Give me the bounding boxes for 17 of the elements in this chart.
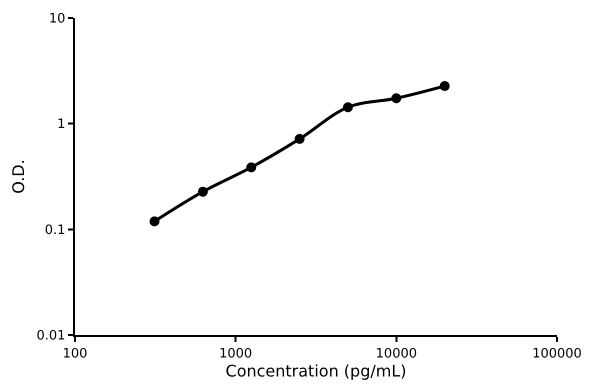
point <box>246 162 256 172</box>
point <box>294 134 305 144</box>
point <box>150 216 160 226</box>
x-tick-label: 100 <box>62 346 88 362</box>
point <box>440 81 450 92</box>
y-axis-title: O.D. <box>8 159 28 194</box>
point <box>391 93 402 104</box>
y-tick-label: 0.01 <box>36 328 66 344</box>
x-tick-label: 1000 <box>219 346 252 362</box>
y-tick-label: 1 <box>57 117 66 132</box>
y-tick-label: 0.1 <box>44 222 66 238</box>
x-axis-title: Concentration (pg/mL) <box>226 362 406 381</box>
point <box>198 186 208 197</box>
x-tick-label: 10000 <box>376 346 418 362</box>
y-tick-label: 10 <box>48 12 66 27</box>
point <box>342 102 353 112</box>
x-tick-label: 100000 <box>532 346 582 362</box>
